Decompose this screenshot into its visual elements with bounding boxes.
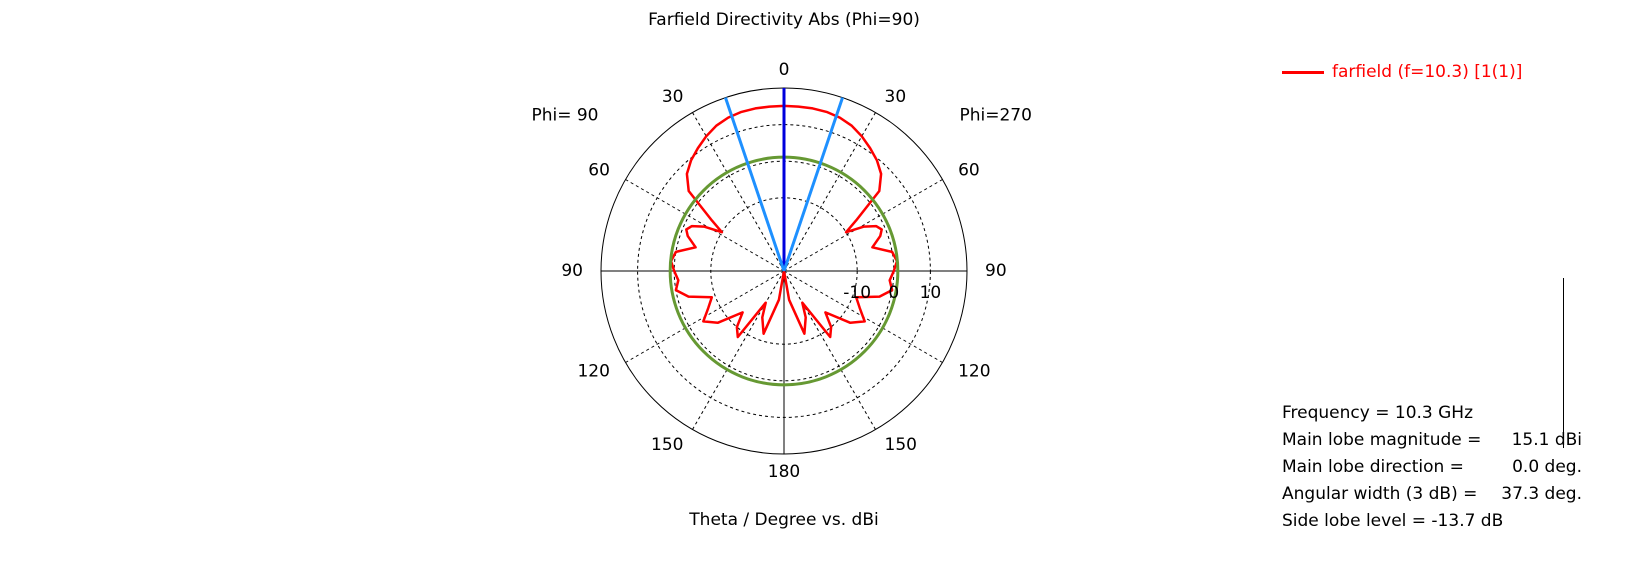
chart-title: Farfield Directivity Abs (Phi=90) — [648, 10, 920, 30]
angle-tick-label: 30 — [885, 87, 907, 107]
angle-tick-label: 90 — [985, 261, 1007, 281]
grid-spoke — [783, 112, 876, 272]
angle-tick-label: 120 — [958, 362, 990, 382]
stat-label: Angular width (3 dB) = — [1282, 484, 1478, 504]
stat-value: 0.0 deg. — [1512, 457, 1582, 477]
stat-label: Frequency = 10.3 GHz — [1282, 403, 1474, 423]
grid-spoke — [692, 270, 785, 430]
panel-edge-divider — [1563, 278, 1564, 448]
stat-frequency: Frequency = 10.3 GHz — [1282, 400, 1582, 427]
radial-tick-label: -10 — [843, 283, 871, 303]
angle-tick-label: 30 — [662, 87, 684, 107]
stat-label: Main lobe direction = — [1282, 457, 1464, 477]
x-axis-label: Theta / Degree vs. dBi — [689, 510, 879, 530]
legend-entry-farfield: farfield (f=10.3) [1(1)] — [1332, 62, 1523, 82]
angle-tick-label: 150 — [651, 435, 683, 455]
polar-labels: 0 30 60 90 120 150 180 30 60 90 120 150 -10 0 10 Phi= 9… — [531, 60, 1031, 482]
stat-main-lobe-direction: Main lobe direction = 0.0 deg. — [1282, 454, 1582, 481]
stat-value: 37.3 deg. — [1501, 484, 1582, 504]
stat-main-lobe-magnitude: Main lobe magnitude = 15.1 dBi — [1282, 427, 1582, 454]
stat-label: Side lobe level = -13.7 dB — [1282, 511, 1504, 531]
angle-tick-label: 60 — [958, 161, 980, 181]
angle-tick-label: 60 — [588, 161, 610, 181]
grid-spoke — [783, 179, 943, 272]
grid-spoke — [692, 112, 785, 272]
phi-left-label: Phi= 90 — [531, 106, 598, 126]
phi-right-label: Phi=270 — [960, 106, 1032, 126]
series-layer — [668, 88, 900, 387]
radial-tick-label: 10 — [920, 283, 942, 303]
angle-tick-label: 120 — [577, 362, 609, 382]
legend-swatch-red-line — [1282, 70, 1324, 74]
beamwidth-line — [724, 97, 786, 272]
stat-value: 15.1 dBi — [1511, 430, 1582, 450]
angle-tick-label: 90 — [561, 261, 583, 281]
legend: farfield (f=10.3) [1(1)] — [1282, 60, 1522, 84]
beamwidth-line — [782, 97, 844, 272]
grid-spoke — [783, 270, 876, 430]
stat-side-lobe-level: Side lobe level = -13.7 dB — [1282, 508, 1582, 535]
angle-tick-label: 180 — [768, 462, 800, 482]
stats-panel: Frequency = 10.3 GHz Main lobe magnitude… — [1282, 400, 1582, 535]
angle-tick-label: 150 — [885, 435, 917, 455]
radial-tick-label: 0 — [888, 283, 899, 303]
grid-spoke — [625, 179, 785, 272]
stat-label: Main lobe magnitude = — [1282, 430, 1482, 450]
angle-tick-label: 0 — [779, 60, 790, 80]
stat-angular-width: Angular width (3 dB) = 37.3 deg. — [1282, 481, 1582, 508]
